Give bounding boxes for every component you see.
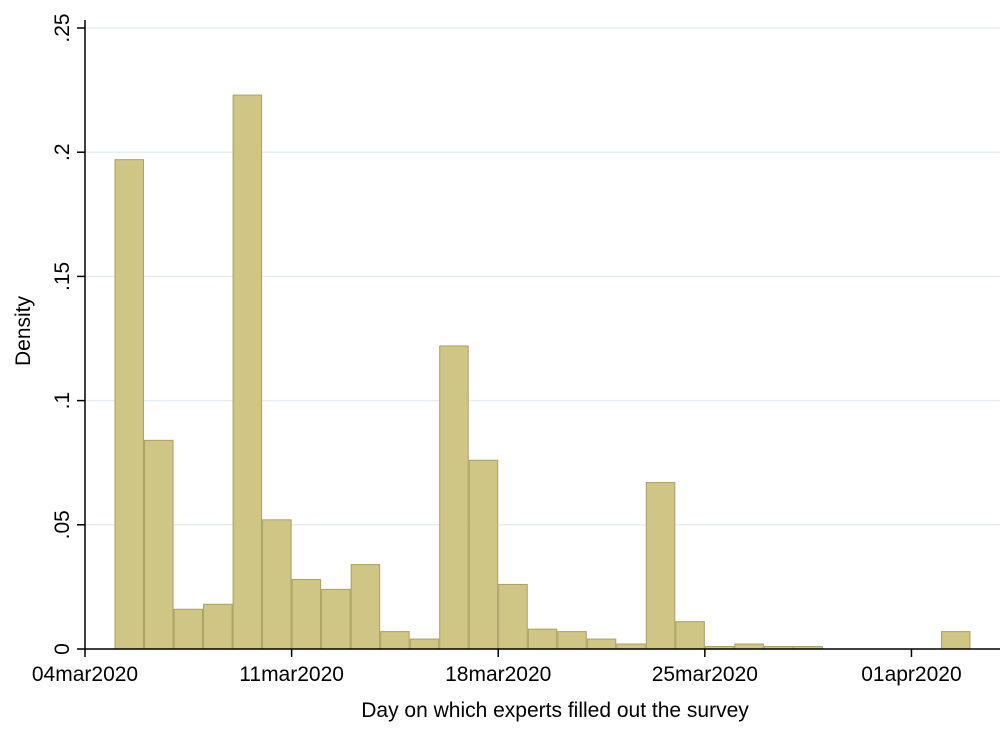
histogram-bar xyxy=(321,588,351,650)
x-axis-title: Day on which experts filled out the surv… xyxy=(361,699,749,722)
histogram-bar xyxy=(498,583,528,650)
histogram-bar xyxy=(645,482,676,650)
histogram-bar xyxy=(380,631,410,650)
x-tick-label: 18mar2020 xyxy=(445,663,551,686)
x-tick-label: 11mar2020 xyxy=(239,663,344,686)
x-axis-ticks: 04mar2020 11mar2020 18mar2020 25mar2020 01ap… xyxy=(32,649,962,686)
y-tick-label: 0 xyxy=(51,643,74,655)
bars xyxy=(114,94,971,650)
histogram-bar xyxy=(291,578,322,650)
x-tick-label: 04mar2020 xyxy=(32,663,138,686)
y-axis-title: Density xyxy=(12,295,35,366)
histogram-bar xyxy=(350,564,381,650)
x-tick-label: 01apr2020 xyxy=(861,663,961,686)
y-tick-label: .25 xyxy=(51,13,74,42)
histogram-bar xyxy=(675,621,705,650)
histogram-bar xyxy=(262,519,292,650)
histogram-bar xyxy=(557,631,587,650)
y-tick-label: .1 xyxy=(51,392,74,410)
histogram-bar xyxy=(114,159,145,650)
histogram-bar xyxy=(409,638,440,650)
y-tick-label: .05 xyxy=(51,510,74,539)
histogram-bar xyxy=(586,638,617,650)
histogram-bar xyxy=(232,94,263,650)
histogram-bar xyxy=(940,631,971,650)
histogram-bar xyxy=(468,459,499,650)
histogram-bar xyxy=(173,608,204,650)
x-tick-label: 25mar2020 xyxy=(652,663,758,686)
y-tick-label: .15 xyxy=(51,262,74,291)
y-axis-ticks: 0 .05 .1 .15 .2 .25 xyxy=(51,13,85,655)
y-tick-label: .2 xyxy=(51,143,74,161)
axes xyxy=(84,20,1000,650)
histogram-bar xyxy=(439,345,469,650)
histogram-bar xyxy=(203,603,233,650)
histogram-bar xyxy=(527,628,558,650)
histogram-bar xyxy=(144,439,174,650)
